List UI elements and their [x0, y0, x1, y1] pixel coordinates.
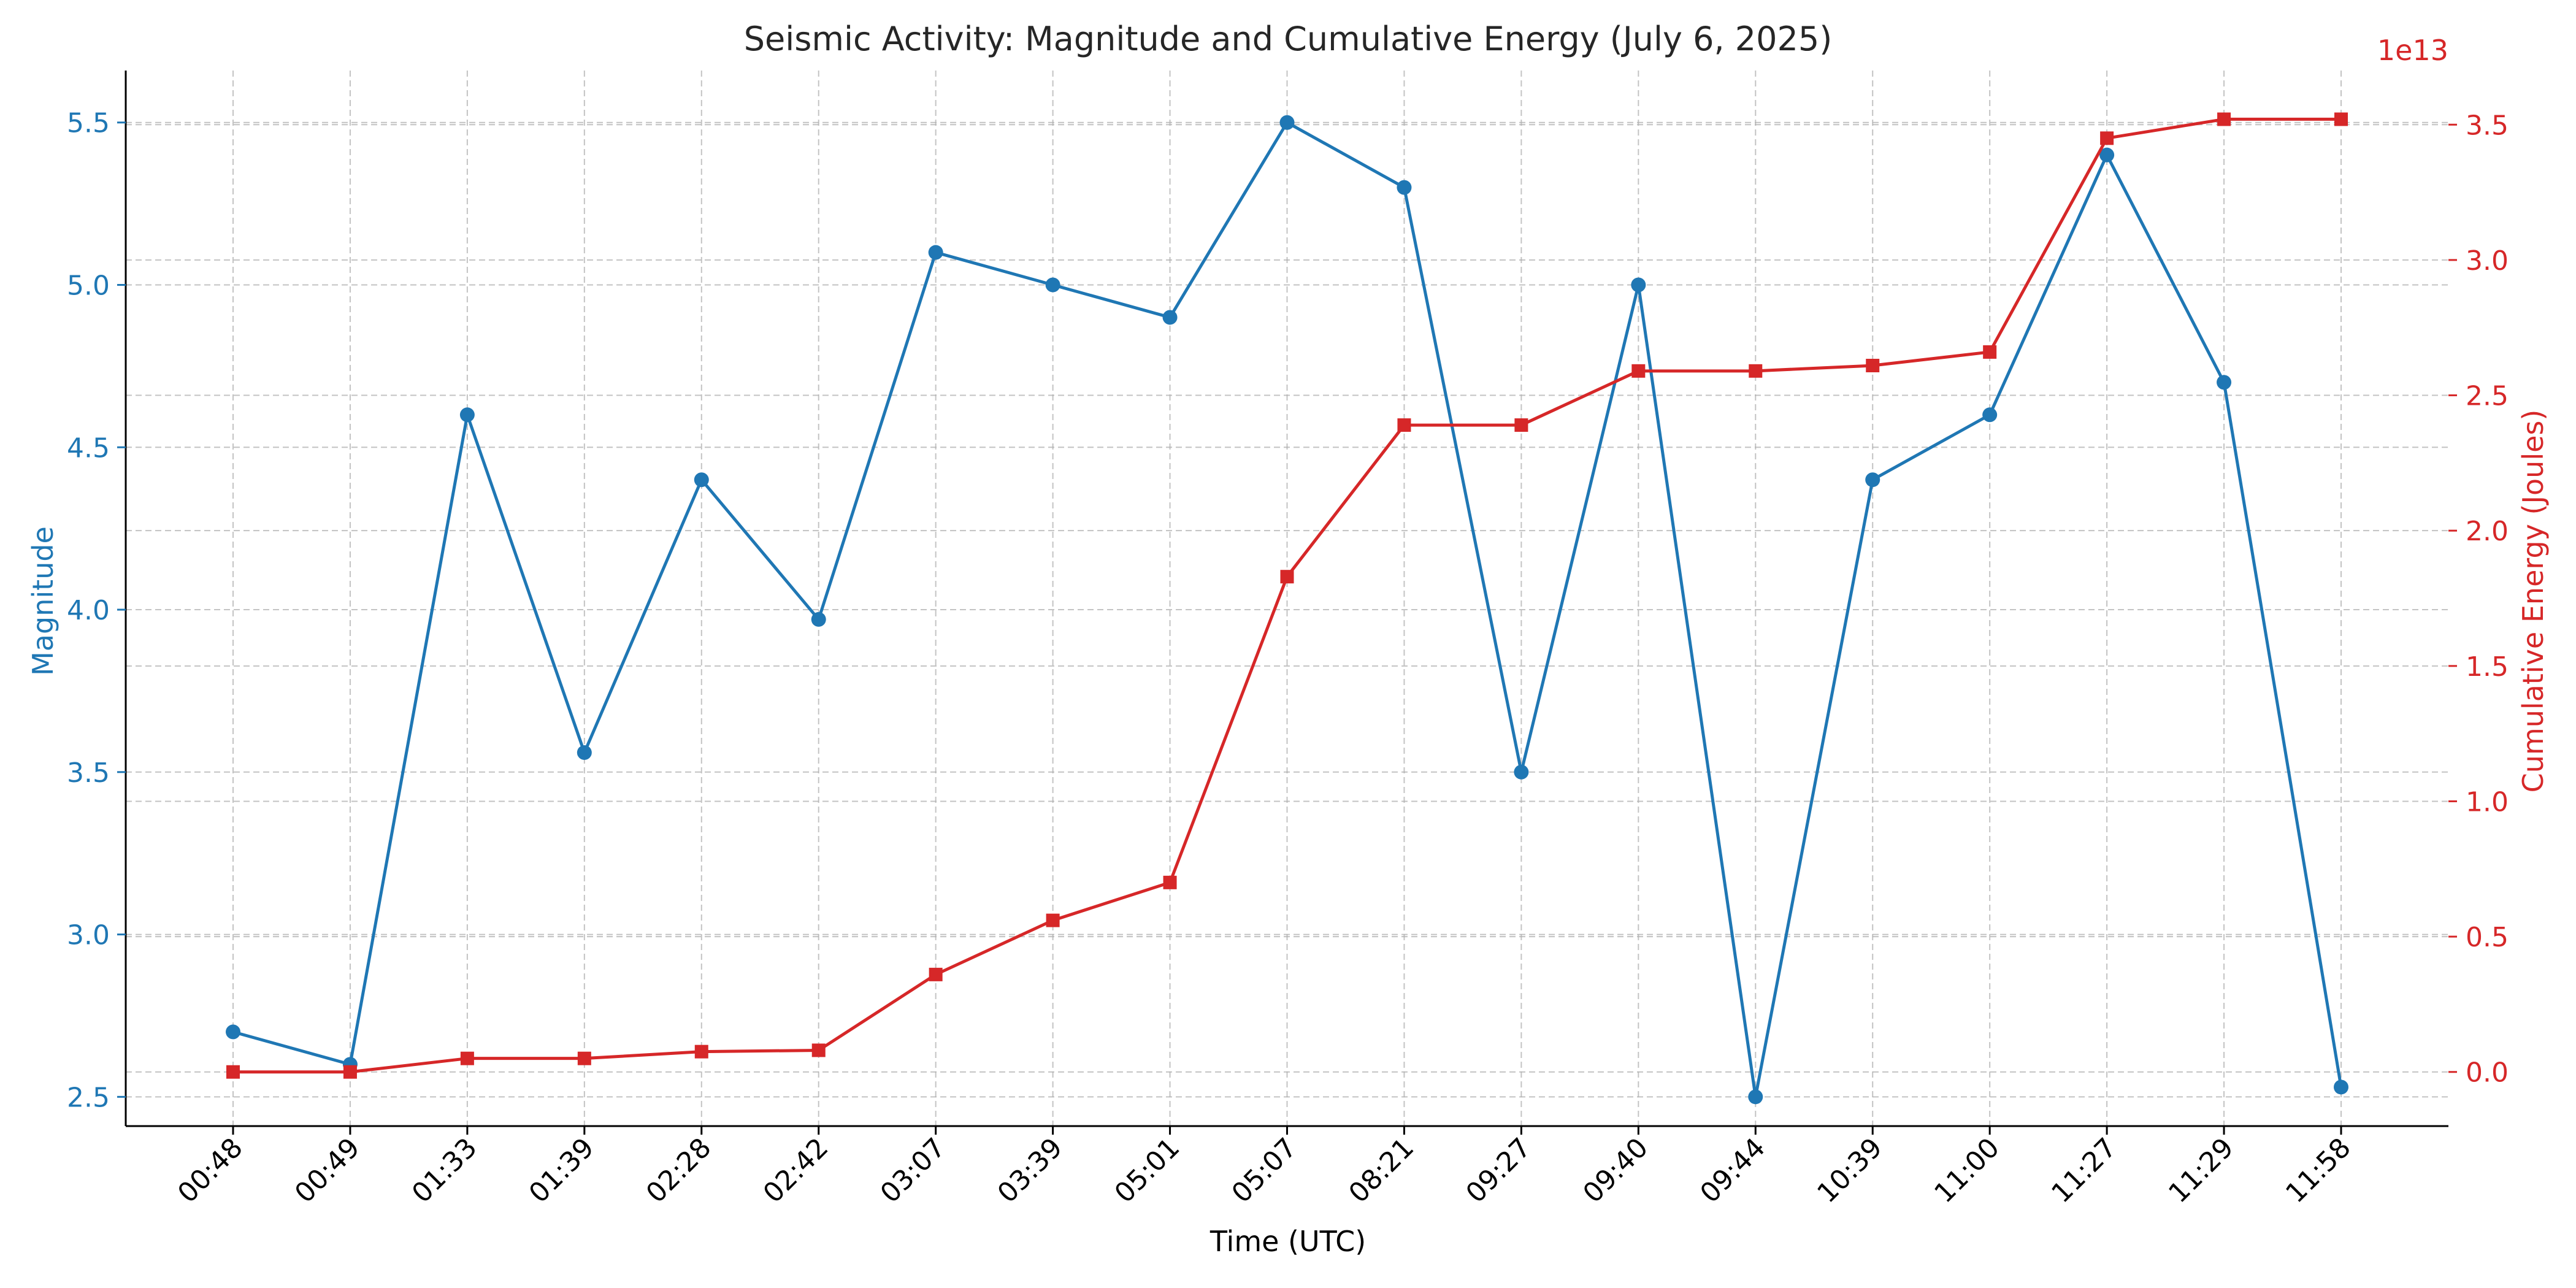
energy-point: [1397, 418, 1411, 432]
series: [226, 112, 2348, 1105]
left-y-tick-label: 5.5: [67, 108, 110, 139]
magnitude-point: [1162, 310, 1178, 325]
left-y-tick-label: 5.0: [67, 270, 110, 301]
energy-point: [1631, 364, 1646, 378]
magnitude-point: [2217, 375, 2232, 390]
magnitude-point: [226, 1024, 240, 1040]
energy-point: [811, 1043, 826, 1057]
energy-point: [577, 1051, 591, 1065]
energy-point: [694, 1045, 708, 1059]
right-y-tick-label: 2.5: [2466, 381, 2509, 412]
magnitude-point: [1045, 277, 1060, 293]
left-y-tick-label: 3.0: [67, 920, 110, 951]
left-axis-label: Magnitude: [26, 526, 59, 676]
magnitude-point: [1631, 277, 1646, 293]
magnitude-point: [1397, 180, 1412, 195]
left-y-tick-label: 4.5: [67, 432, 110, 464]
left-y-tick-label: 2.5: [67, 1082, 110, 1113]
right-y-tick-label: 1.0: [2466, 786, 2509, 818]
magnitude-point: [1279, 115, 1295, 130]
magnitude-point: [1748, 1089, 1763, 1105]
magnitude-point: [577, 745, 592, 761]
energy-point: [460, 1051, 474, 1065]
magnitude-point: [928, 245, 943, 260]
energy-point: [343, 1065, 357, 1079]
magnitude-point: [1865, 472, 1880, 488]
magnitude-point: [1982, 407, 1998, 423]
right-y-tick-label: 2.0: [2466, 516, 2509, 547]
energy-point: [2100, 131, 2114, 145]
magnitude-point: [811, 611, 826, 627]
right-y-tick-label: 0.0: [2466, 1057, 2509, 1089]
energy-point: [1163, 875, 1177, 889]
energy-point: [1749, 364, 1763, 378]
magnitude-point: [2099, 147, 2115, 163]
magnitude-point: [1514, 764, 1529, 780]
right-y-tick-label: 0.5: [2466, 922, 2509, 953]
grid: [126, 71, 2448, 1126]
right-y-tick-label: 3.5: [2466, 110, 2509, 141]
left-y-tick-label: 4.0: [67, 595, 110, 626]
right-axis-label: Cumulative Energy (Joules): [2517, 410, 2550, 793]
energy-point: [1046, 913, 1060, 927]
right-y-tick-label: 1.5: [2466, 651, 2509, 683]
chart-title: Seismic Activity: Magnitude and Cumulati…: [744, 20, 1833, 58]
energy-point: [226, 1065, 240, 1079]
x-axis-label: Time (UTC): [1209, 1225, 1366, 1258]
energy-point: [1866, 358, 1880, 372]
energy-point: [929, 967, 943, 981]
magnitude-point: [2334, 1079, 2348, 1095]
right-y-tick-label: 3.0: [2466, 245, 2509, 277]
right-axis-ticks: 0.0 0.5 1.0 1.5 2.0 2.5 3.0 3.5: [2448, 110, 2509, 1089]
energy-point: [2217, 112, 2231, 126]
energy-point: [1514, 418, 1528, 432]
energy-point: [1280, 570, 1294, 584]
right-axis-offset-label: 1e13: [2377, 34, 2448, 67]
left-axis-ticks: 2.5 3.0 3.5 4.0 4.5 5.0 5.5: [67, 108, 126, 1113]
magnitude-point: [459, 407, 475, 423]
energy-point: [2334, 112, 2348, 126]
energy-point: [1983, 345, 1997, 359]
magnitude-point: [694, 472, 709, 488]
left-y-tick-label: 3.5: [67, 757, 110, 789]
